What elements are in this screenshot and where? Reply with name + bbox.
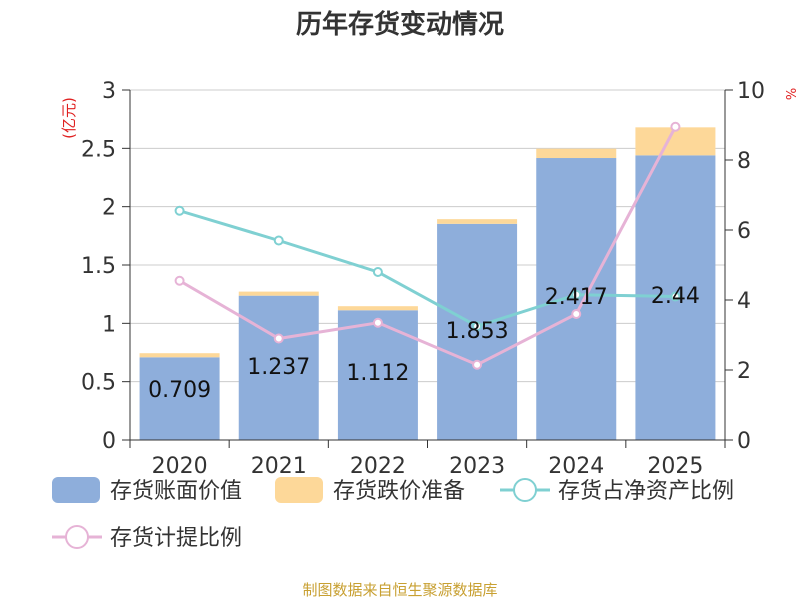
right-tick-label: 2 [737,359,751,384]
bar-impairment [238,291,319,296]
legend-label: 存货占净资产比例 [558,479,734,504]
x-tick-label: 2025 [647,454,703,479]
legend-label: 存货计提比例 [110,526,242,551]
bar-data-label: 2.417 [545,285,608,310]
bars [139,127,716,441]
left-tick-label: 1 [102,312,116,337]
left-axis-unit: (亿元) [60,97,78,139]
left-tick-label: 2.5 [81,137,116,162]
bar-book-value [139,357,220,440]
bar-data-label: 0.709 [148,378,211,403]
right-tick-label: 6 [737,219,751,244]
chart-title: 历年存货变动情况 [296,9,504,40]
bar-impairment [337,306,418,311]
grid-lines [130,89,725,383]
legend-label: 存货账面价值 [110,479,242,504]
line-point [472,321,483,332]
x-tick-label: 2020 [152,454,208,479]
bar-impairment [139,353,220,358]
left-tick-label: 0 [102,429,116,454]
right-tick-label: 10 [737,79,765,104]
line-point [174,275,185,286]
left-tick-label: 1.5 [81,254,116,279]
left-tick-label: 0.5 [81,371,116,396]
lines [174,121,681,370]
bar-data-label: 1.853 [446,319,509,344]
bar-data-label: 1.237 [247,355,310,380]
x-tick-label: 2024 [548,454,604,479]
legend-label: 存货跌价准备 [333,479,465,504]
bar-book-value [437,223,518,440]
line-point [571,309,582,319]
right-tick-label: 8 [737,149,751,174]
bar-data-label: 1.112 [346,361,409,386]
line-point [472,359,483,370]
right-axis-unit: % [785,88,800,100]
bar-data-label: 2.44 [651,284,700,309]
left-tick-label: 2 [102,196,116,221]
x-tick-label: 2022 [350,454,406,479]
line-provision-ratio [178,126,677,367]
legend-swatch [275,477,323,503]
right-tick-label: 0 [737,429,751,454]
line-point [571,289,582,300]
bar-impairment [437,219,518,224]
line-point [670,291,681,302]
bar-book-value [337,310,418,440]
line-point [174,205,185,216]
x-tick-label: 2021 [251,454,307,479]
legend-swatch [52,477,100,503]
x-tick-label: 2023 [449,454,505,479]
legend-marker [513,478,537,502]
data-labels: 0.709 1.237 1.112 1.853 2.417 2.44 [148,284,700,403]
bar-impairment [536,148,617,159]
line-point [670,121,681,132]
bar-book-value [238,295,319,440]
bar-impairment [635,127,716,156]
left-tick-label: 3 [102,79,116,104]
source-note: 制图数据来自恒生聚源数据库 [302,581,497,599]
right-tick-label: 4 [737,289,751,314]
axes: 0 0.5 1 1.5 2 2.5 3 0 2 4 6 8 10 2020 2021 2022 2023 2024… [81,79,765,479]
legend-marker [65,525,89,549]
line-point [372,267,383,277]
line-inventory-to-net-assets [179,209,676,328]
line-point [372,317,383,328]
line-point [273,235,284,246]
line-point [273,333,284,344]
